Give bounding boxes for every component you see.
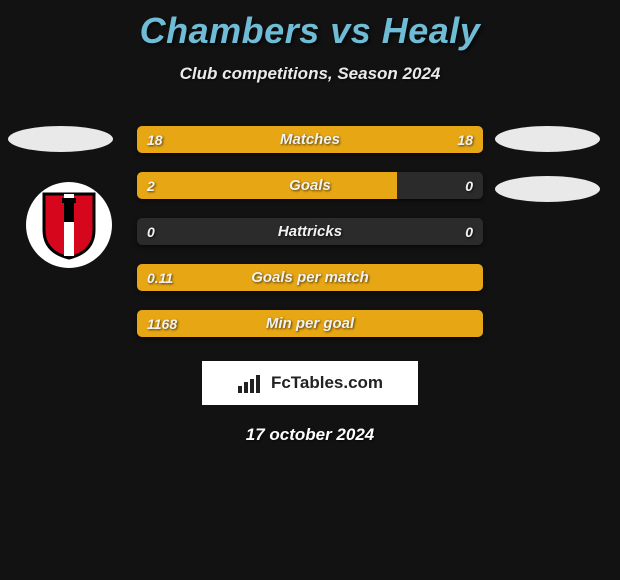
stat-fill-left <box>137 264 483 291</box>
branding-text: FcTables.com <box>271 373 383 393</box>
stat-row: 0 0Hattricks <box>137 218 483 245</box>
stat-row: 1818Matches <box>137 126 483 153</box>
stat-row: 1168Min per goal <box>137 310 483 337</box>
stat-value-right: 18 <box>457 126 473 153</box>
stat-value-left: 0 <box>147 218 155 245</box>
branding-badge: FcTables.com <box>202 361 418 405</box>
stat-value-left: 18 <box>147 126 163 153</box>
stat-value-left: 2 <box>147 172 155 199</box>
stat-value-right: 0 <box>465 218 473 245</box>
comparison-content: 1818Matches20Goals00Hattricks0.11Goals p… <box>0 126 620 445</box>
stat-row: 20Goals <box>137 172 483 199</box>
stat-label: Hattricks <box>137 218 483 245</box>
team-left-badge-1 <box>8 126 113 152</box>
team-right-badge-1 <box>495 126 600 152</box>
stat-row: 0.11Goals per match <box>137 264 483 291</box>
team-left-crest <box>26 182 112 268</box>
date-text: 17 october 2024 <box>0 425 620 445</box>
stat-value-left: 1168 <box>147 310 177 337</box>
subtitle: Club competitions, Season 2024 <box>0 64 620 84</box>
stat-value-right: 0 <box>465 172 473 199</box>
team-right-badge-2 <box>495 176 600 202</box>
stat-bars: 1818Matches20Goals00Hattricks0.11Goals p… <box>137 126 483 337</box>
stat-fill-left <box>137 172 397 199</box>
bars-icon <box>237 374 263 393</box>
page-title: Chambers vs Healy <box>0 10 620 52</box>
crest-icon <box>40 190 98 260</box>
stat-fill-left <box>137 310 483 337</box>
stat-value-left: 0.11 <box>147 264 173 291</box>
